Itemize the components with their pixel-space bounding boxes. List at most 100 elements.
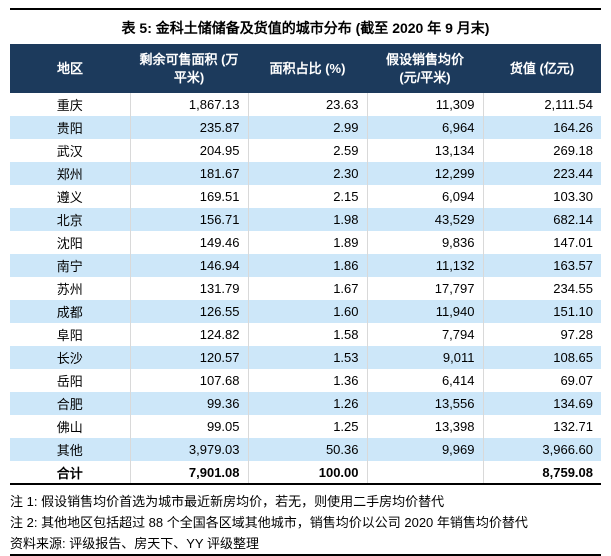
cell-area: 204.95 bbox=[130, 139, 249, 162]
cell-area: 146.94 bbox=[130, 254, 249, 277]
cell-region: 苏州 bbox=[10, 277, 131, 300]
cell-price: 13,134 bbox=[367, 139, 484, 162]
bottom-rule bbox=[10, 554, 601, 556]
cell-value: 134.69 bbox=[483, 392, 601, 415]
cell-value: 97.28 bbox=[560, 327, 593, 342]
col-header-region: 地区 bbox=[10, 44, 130, 93]
cell-area: 107.68 bbox=[130, 369, 249, 392]
cell-value: 682.14 bbox=[483, 208, 601, 231]
cell-area: 99.05 bbox=[130, 415, 249, 438]
cell-region: 南宁 bbox=[10, 254, 131, 277]
cell-price: 13,556 bbox=[367, 392, 484, 415]
cell-price: 11,132 bbox=[367, 254, 484, 277]
cell-area: 235.87 bbox=[130, 116, 249, 139]
table-row: 重庆 1,867.13 23.63 11,309 2,111.54 bbox=[10, 93, 601, 116]
cell-share: 1.89 bbox=[248, 231, 368, 254]
cell-region: 郑州 bbox=[10, 162, 131, 185]
cell-share: 1.98 bbox=[248, 208, 368, 231]
cell-region: 其他 bbox=[10, 438, 131, 461]
table-row: 合肥 99.36 1.26 13,556 134.69 bbox=[10, 392, 601, 415]
cell-price: 6,094 bbox=[367, 185, 484, 208]
cell-share: 2.15 bbox=[248, 185, 368, 208]
cell-value: 132.71 bbox=[553, 419, 593, 434]
table-footer: 合计 7,901.08 100.00 8,759.08 bbox=[10, 461, 601, 485]
cell-price: 9,011 bbox=[367, 346, 484, 369]
header-row: 地区 剩余可售面积 (万 平米) 面积占比 (%) 假设销售均价 (元/平米) … bbox=[10, 44, 601, 93]
cell-region: 合肥 bbox=[10, 392, 131, 415]
cell-price: 43,529 bbox=[367, 208, 484, 231]
total-cell-share: 100.00 bbox=[248, 461, 368, 485]
table-row: 其他 3,979.03 50.36 9,969 3,966.60 bbox=[10, 438, 601, 461]
cell-area: 156.71 bbox=[130, 208, 249, 231]
cell-region: 沈阳 bbox=[10, 231, 131, 254]
cell-price: 6,414 bbox=[367, 369, 484, 392]
cell-area: 131.79 bbox=[130, 277, 249, 300]
table-row: 沈阳 149.46 1.89 9,836 147.01 bbox=[10, 231, 601, 254]
cell-area: 1,867.13 bbox=[130, 93, 249, 116]
cell-price: 17,797 bbox=[367, 277, 484, 300]
total-cell-price bbox=[367, 461, 484, 485]
land-reserve-table: 地区 剩余可售面积 (万 平米) 面积占比 (%) 假设销售均价 (元/平米) … bbox=[10, 44, 601, 485]
cell-area: 181.67 bbox=[130, 162, 249, 185]
table-row: 郑州 181.67 2.30 12,299 223.44 bbox=[10, 162, 601, 185]
table-row: 南宁 146.94 1.86 11,132 163.57 bbox=[10, 254, 601, 277]
cell-region: 岳阳 bbox=[10, 369, 131, 392]
cell-share: 2.59 bbox=[248, 139, 368, 162]
cell-price: 9,836 bbox=[367, 231, 484, 254]
cell-value: 3,966.60 bbox=[483, 438, 601, 461]
col-header-value: 货值 (亿元) bbox=[483, 44, 601, 93]
total-cell-value: 8,759.08 bbox=[483, 461, 601, 485]
table-body: 重庆 1,867.13 23.63 11,309 2,111.54 贵阳 235… bbox=[10, 93, 601, 461]
cell-region: 贵阳 bbox=[10, 116, 131, 139]
cell-share: 50.36 bbox=[248, 438, 368, 461]
cell-share: 1.53 bbox=[248, 346, 368, 369]
cell-area: 126.55 bbox=[130, 300, 249, 323]
cell-share: 23.63 bbox=[248, 93, 368, 116]
cell-area: 169.51 bbox=[130, 185, 249, 208]
cell-share: 2.30 bbox=[248, 162, 368, 185]
cell-price: 13,398 bbox=[367, 415, 484, 438]
cell-region: 长沙 bbox=[10, 346, 131, 369]
table-row: 苏州 131.79 1.67 17,797 234.55 bbox=[10, 277, 601, 300]
cell-region: 成都 bbox=[10, 300, 131, 323]
cell-region: 重庆 bbox=[10, 93, 131, 116]
note-1: 注 1: 假设销售均价首选为城市最近新房均价，若无，则使用二手房均价替代 bbox=[10, 494, 445, 509]
cell-share: 1.60 bbox=[248, 300, 368, 323]
table-row: 阜阳 124.82 1.58 7,794 97.28 bbox=[10, 323, 601, 346]
source-line: 资料来源: 评级报告、房天下、YY 评级整理 bbox=[10, 536, 259, 551]
cell-price: 6,964 bbox=[367, 116, 484, 139]
table-row: 北京 156.71 1.98 43,529 682.14 bbox=[10, 208, 601, 231]
table-row: 岳阳 107.68 1.36 6,414 69.07 bbox=[10, 369, 601, 392]
note-2: 注 2: 其他地区包括超过 88 个全国各区域其他城市，销售均价以公司 2020… bbox=[10, 515, 528, 530]
cell-area: 124.82 bbox=[130, 323, 249, 346]
cell-value: 223.44 bbox=[483, 162, 601, 185]
cell-value: 163.57 bbox=[483, 254, 601, 277]
cell-price: 7,794 bbox=[367, 323, 484, 346]
total-cell-region: 合计 bbox=[10, 461, 131, 485]
cell-region: 武汉 bbox=[10, 139, 131, 162]
table-row: 长沙 120.57 1.53 9,011 108.65 bbox=[10, 346, 601, 369]
cell-value: 103.30 bbox=[553, 189, 593, 204]
total-row: 合计 7,901.08 100.00 8,759.08 bbox=[10, 461, 601, 485]
cell-price: 12,299 bbox=[367, 162, 484, 185]
cell-share: 1.58 bbox=[248, 323, 368, 346]
cell-region: 阜阳 bbox=[10, 323, 131, 346]
cell-value: 147.01 bbox=[553, 235, 593, 250]
total-cell-area: 7,901.08 bbox=[130, 461, 249, 485]
cell-value: 2,111.54 bbox=[544, 97, 593, 112]
cell-value: 151.10 bbox=[483, 300, 601, 323]
notes-block: 注 1: 假设销售均价首选为城市最近新房均价，若无，则使用二手房均价替代 注 2… bbox=[10, 491, 601, 554]
cell-area: 120.57 bbox=[130, 346, 249, 369]
table-row: 佛山 99.05 1.25 13,398 132.71 bbox=[10, 415, 601, 438]
col-header-area: 剩余可售面积 (万 平米) bbox=[130, 44, 248, 93]
cell-value: 69.07 bbox=[560, 373, 593, 388]
cell-area: 3,979.03 bbox=[130, 438, 249, 461]
cell-area: 149.46 bbox=[130, 231, 249, 254]
cell-area: 99.36 bbox=[130, 392, 249, 415]
top-rule bbox=[10, 8, 601, 10]
table-row: 武汉 204.95 2.59 13,134 269.18 bbox=[10, 139, 601, 162]
cell-share: 1.67 bbox=[248, 277, 368, 300]
table-title: 表 5: 金科土储储备及货值的城市分布 (截至 2020 年 9 月末) bbox=[121, 20, 490, 36]
cell-region: 遵义 bbox=[10, 185, 131, 208]
table-row: 遵义 169.51 2.15 6,094 103.30 bbox=[10, 185, 601, 208]
